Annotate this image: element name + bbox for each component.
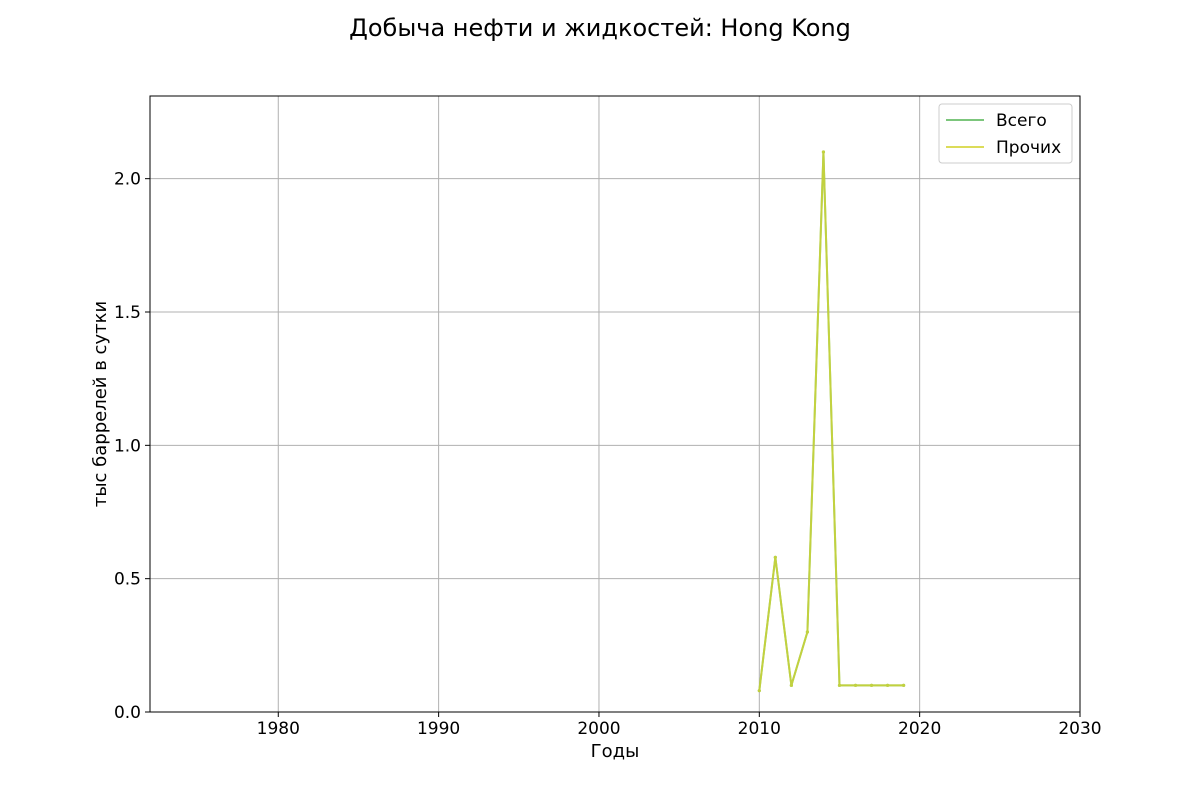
y-tick-label: 1.0 [114,436,141,456]
x-tick-label: 2010 [738,719,781,739]
y-tick-label: 0.5 [114,570,141,590]
x-tick-label: 1990 [417,719,460,739]
x-tick-label: 2030 [1058,719,1101,739]
x-axis: 1980 1990 2000 2010 2020 2030 [257,712,1102,739]
grid [150,96,1081,713]
data-point [869,683,874,687]
series-other [757,150,906,693]
data-point [757,689,761,693]
series-layer [757,150,906,693]
y-axis: 0.0 0.5 1.0 1.5 2.0 [114,170,150,723]
data-point [805,630,810,634]
plot-frame [149,95,1081,713]
data-point [837,683,842,687]
y-tick-label: 0.0 [114,703,141,723]
series-line [758,151,904,691]
chart-title: Добыча нефти и жидкостей: Hong Kong [349,14,851,42]
x-tick-label: 1980 [257,719,300,739]
data-point [789,683,793,687]
data-point [773,555,777,559]
legend-label-total: Всего [996,111,1047,131]
x-tick-label: 2020 [898,719,941,739]
y-tick-label: 1.5 [114,303,141,323]
y-axis-label: тыс баррелей в сутки [90,301,111,507]
data-point [885,683,890,687]
legend-label-other: Прочих [996,138,1061,158]
legend-box [938,103,1073,164]
y-tick-label: 2.0 [114,170,141,190]
x-tick-label: 2000 [577,719,620,739]
data-point [853,683,858,687]
x-axis-label: Годы [591,741,640,762]
data-point [902,683,906,687]
legend: Всего Прочих [938,103,1073,164]
data-point [821,150,826,154]
